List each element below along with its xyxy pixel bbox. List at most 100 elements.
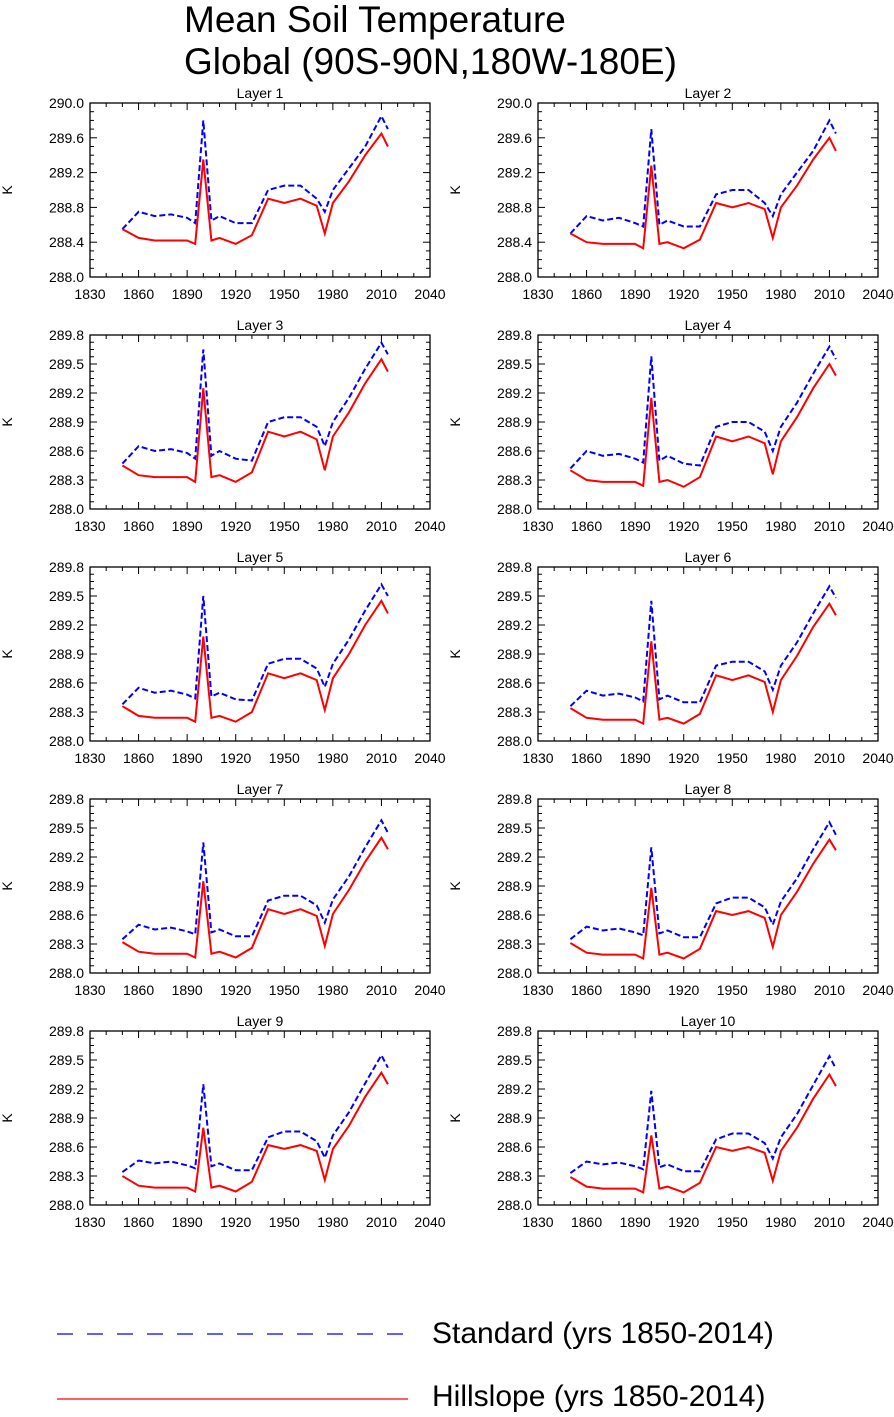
x-tick-label: 2040 [414, 286, 445, 302]
panel-title: Layer 1 [237, 85, 284, 101]
series-hillslope-line [121, 357, 389, 484]
panel-6: Layer 6 K 1830 1860 1890 1920 1950 1980 2010 2040… [447, 549, 894, 766]
series-standard-line [569, 344, 837, 470]
y-tick-label: 288.0 [49, 501, 84, 517]
y-tick-label: 289.6 [49, 130, 84, 146]
x-tick-label: 1830 [74, 286, 105, 302]
x-tick-label: 2040 [862, 982, 893, 998]
panel-title: Layer 4 [685, 317, 732, 333]
series-standard-line [569, 118, 837, 235]
x-tick-label: 1980 [765, 1214, 796, 1230]
x-tick-label: 1830 [522, 286, 553, 302]
x-tick-label: 1860 [571, 286, 602, 302]
x-tick-label: 1950 [269, 286, 300, 302]
x-tick-label: 1830 [522, 750, 553, 766]
figure-title-line-1: Mean Soil Temperature [184, 0, 566, 40]
x-tick-label: 2040 [862, 286, 893, 302]
y-tick-label: 288.4 [497, 234, 532, 250]
x-tick-label: 1950 [269, 982, 300, 998]
x-tick-label: 1950 [717, 982, 748, 998]
x-tick-label: 2010 [366, 982, 397, 998]
panel-3: Layer 3 K 1830 1860 1890 1920 1950 1980 2010 2040… [0, 317, 446, 534]
x-tick-label: 1950 [717, 286, 748, 302]
x-tick-label: 2040 [414, 1214, 445, 1230]
y-tick-label: 289.2 [49, 617, 84, 633]
y-tick-label: 288.9 [49, 414, 84, 430]
series-hillslope-line [569, 1072, 837, 1194]
y-axis-label: K [447, 649, 463, 659]
legend-label-standard: Standard (yrs 1850-2014) [432, 1317, 774, 1350]
plot-frame [89, 1030, 431, 1206]
y-tick-label: 288.6 [497, 443, 532, 459]
y-tick-label: 289.2 [49, 849, 84, 865]
x-tick-label: 1890 [620, 750, 651, 766]
x-tick-label: 1920 [668, 518, 699, 534]
y-tick-label: 288.8 [497, 199, 532, 215]
series-hillslope-line [121, 1070, 389, 1194]
y-tick-label: 289.8 [497, 327, 532, 343]
series-standard-line [121, 113, 389, 230]
panel-title: Layer 2 [685, 85, 732, 101]
x-tick-label: 1920 [668, 982, 699, 998]
y-tick-label: 289.2 [49, 385, 84, 401]
x-tick-label: 2040 [862, 750, 893, 766]
panel-4: Layer 4 K 1830 1860 1890 1920 1950 1980 2010 2040… [447, 317, 894, 534]
x-tick-label: 1830 [74, 750, 105, 766]
series-hillslope-line [121, 835, 389, 960]
plot-frame [537, 102, 879, 278]
x-tick-label: 1980 [317, 518, 348, 534]
x-tick-label: 1980 [317, 1214, 348, 1230]
panel-title: Layer 6 [685, 549, 732, 565]
x-tick-label: 2040 [414, 518, 445, 534]
x-tick-label: 1980 [765, 750, 796, 766]
y-tick-label: 288.3 [497, 936, 532, 952]
x-tick-label: 1920 [220, 518, 251, 534]
x-tick-label: 1890 [620, 286, 651, 302]
y-tick-label: 289.8 [49, 1023, 84, 1039]
x-tick-label: 1980 [765, 982, 796, 998]
y-tick-label: 289.2 [497, 849, 532, 865]
x-tick-label: 1890 [620, 518, 651, 534]
x-tick-label: 1980 [317, 750, 348, 766]
y-tick-label: 288.0 [49, 1197, 84, 1213]
x-tick-label: 2010 [814, 982, 845, 998]
series-standard-line [121, 818, 389, 940]
series-standard-line [569, 584, 837, 707]
x-tick-label: 1920 [220, 982, 251, 998]
x-tick-label: 2010 [814, 1214, 845, 1230]
y-axis-label: K [0, 185, 15, 195]
y-tick-label: 289.5 [497, 588, 532, 604]
x-tick-label: 1920 [668, 286, 699, 302]
y-tick-label: 288.3 [497, 1168, 532, 1184]
y-tick-label: 289.2 [49, 1081, 84, 1097]
series-hillslope-line [569, 362, 837, 488]
x-tick-label: 2010 [366, 286, 397, 302]
plot-frame [89, 102, 431, 278]
y-tick-label: 288.0 [497, 501, 532, 517]
x-tick-label: 1860 [123, 1214, 154, 1230]
x-tick-label: 1890 [172, 286, 203, 302]
y-tick-label: 289.5 [497, 820, 532, 836]
panel-title: Layer 9 [237, 1013, 284, 1029]
panel-9: Layer 9 K 1830 1860 1890 1920 1950 1980 2010 2040… [0, 1013, 446, 1230]
x-tick-label: 2010 [366, 750, 397, 766]
x-tick-label: 1860 [123, 982, 154, 998]
y-tick-label: 289.2 [49, 165, 84, 181]
y-tick-label: 288.6 [497, 907, 532, 923]
panel-title: Layer 8 [685, 781, 732, 797]
panel-2: Layer 2 K 1830 1860 1890 1920 1950 1980 2010 2040… [447, 85, 894, 302]
series-hillslope-line [569, 837, 837, 961]
x-tick-label: 1830 [522, 982, 553, 998]
x-tick-label: 1860 [571, 1214, 602, 1230]
x-tick-label: 1860 [123, 518, 154, 534]
y-axis-label: K [0, 417, 15, 427]
x-tick-label: 1980 [765, 518, 796, 534]
x-tick-label: 1890 [172, 982, 203, 998]
series-standard-line [121, 582, 389, 706]
y-tick-label: 288.6 [49, 675, 84, 691]
y-tick-label: 289.2 [497, 1081, 532, 1097]
panel-title: Layer 10 [681, 1013, 736, 1029]
x-tick-label: 1860 [571, 750, 602, 766]
plot-frame [89, 566, 431, 742]
